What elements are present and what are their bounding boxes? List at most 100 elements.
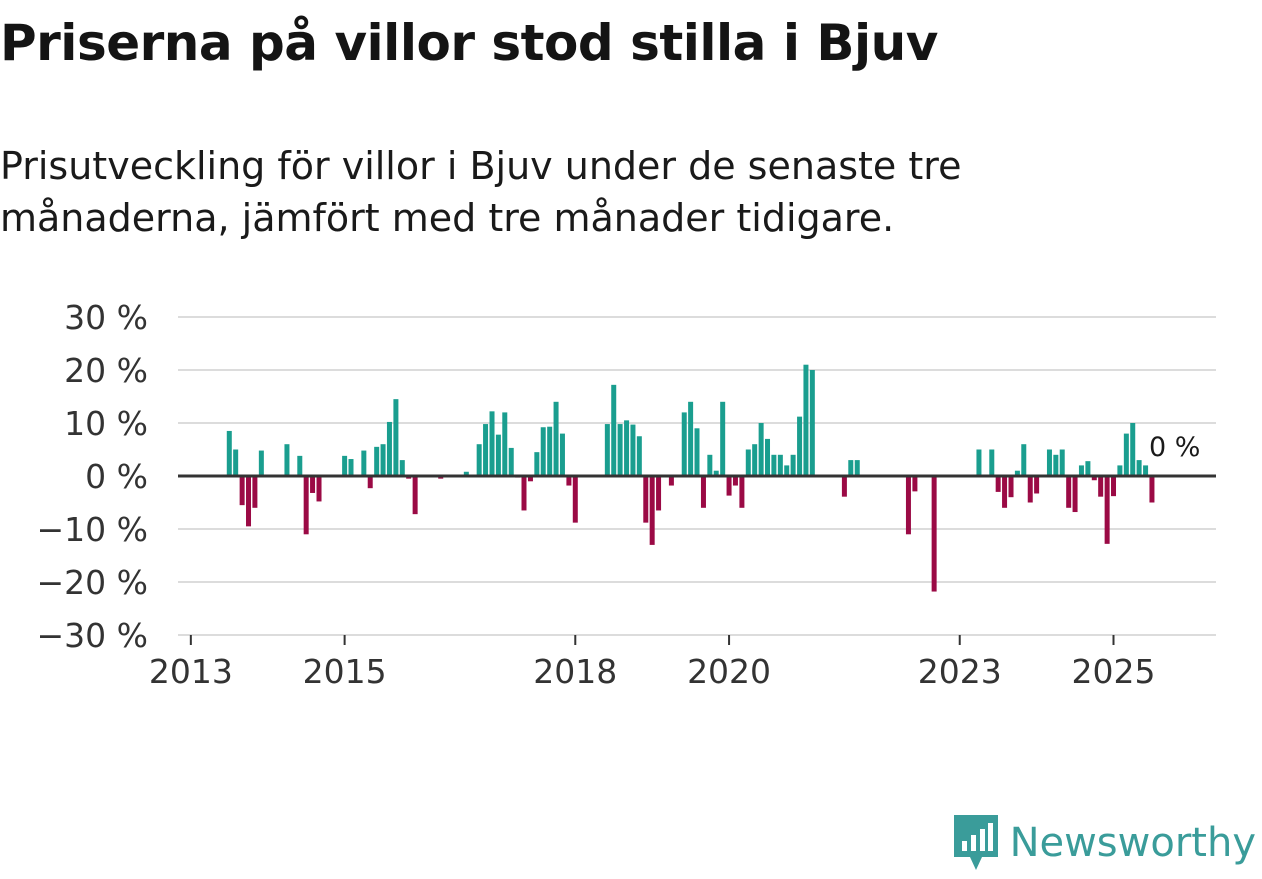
bar bbox=[745, 449, 751, 476]
bar bbox=[611, 384, 617, 476]
bar bbox=[303, 476, 309, 535]
y-tick-label: −30 % bbox=[37, 616, 149, 655]
bar bbox=[758, 423, 764, 476]
x-tick-label: 2018 bbox=[533, 652, 617, 691]
bar bbox=[508, 447, 514, 476]
bar bbox=[1117, 465, 1123, 476]
bar bbox=[284, 444, 290, 476]
bar bbox=[1034, 476, 1040, 494]
bar bbox=[1046, 449, 1052, 476]
x-tick-label: 2015 bbox=[303, 652, 387, 691]
newsworthy-brand[interactable]: Newsworthy bbox=[952, 813, 1256, 873]
bar bbox=[1123, 433, 1129, 476]
bar bbox=[246, 476, 252, 527]
bar bbox=[700, 476, 706, 508]
bar bbox=[656, 476, 662, 511]
bar bbox=[374, 446, 380, 476]
bar bbox=[777, 454, 783, 476]
bar bbox=[739, 476, 745, 508]
bar bbox=[386, 421, 392, 476]
bar bbox=[694, 428, 700, 476]
bar bbox=[399, 460, 405, 476]
bar bbox=[931, 476, 937, 592]
bar bbox=[1136, 460, 1142, 476]
bar bbox=[707, 454, 713, 476]
bar bbox=[771, 454, 777, 476]
bar bbox=[1072, 476, 1078, 513]
bar bbox=[1149, 476, 1155, 503]
bar bbox=[547, 426, 553, 476]
bar bbox=[841, 476, 847, 497]
bar bbox=[559, 433, 565, 476]
axis-layer bbox=[178, 474, 1216, 645]
annotation-halo: 0 % bbox=[1149, 432, 1200, 463]
bar bbox=[726, 476, 732, 496]
bar bbox=[361, 450, 367, 476]
bar bbox=[463, 471, 469, 476]
bar bbox=[495, 434, 501, 476]
y-tick-label: 10 % bbox=[64, 404, 148, 443]
y-tick-label: −20 % bbox=[37, 563, 149, 602]
bar bbox=[553, 401, 559, 476]
bar bbox=[995, 476, 1001, 492]
x-tick-label: 2013 bbox=[149, 652, 233, 691]
y-tick-label: 30 % bbox=[64, 298, 148, 337]
bar bbox=[1002, 476, 1008, 508]
bar bbox=[1053, 454, 1059, 476]
bar bbox=[765, 438, 771, 476]
bar bbox=[688, 401, 694, 476]
bar bbox=[348, 459, 354, 476]
bar bbox=[239, 476, 245, 506]
x-tick-label: 2023 bbox=[918, 652, 1002, 691]
bar bbox=[1014, 470, 1020, 476]
bar bbox=[252, 476, 258, 508]
y-tick-label: −10 % bbox=[37, 510, 149, 549]
bar bbox=[572, 476, 578, 523]
bar bbox=[1091, 476, 1097, 481]
bar bbox=[297, 455, 303, 476]
bar bbox=[1130, 423, 1136, 476]
bar bbox=[681, 412, 687, 476]
bar bbox=[1085, 461, 1091, 476]
bar bbox=[732, 476, 738, 486]
newsworthy-logo-icon bbox=[953, 815, 998, 870]
bar bbox=[412, 476, 418, 515]
bar bbox=[489, 411, 495, 476]
bar bbox=[380, 444, 386, 476]
bar bbox=[258, 450, 264, 476]
bar bbox=[316, 476, 322, 502]
bar bbox=[1111, 476, 1117, 497]
bar bbox=[1027, 476, 1033, 503]
bar bbox=[604, 424, 610, 476]
grid-layer bbox=[178, 316, 1216, 636]
bar bbox=[713, 470, 719, 476]
bar bbox=[233, 449, 239, 476]
bar bbox=[803, 364, 809, 476]
bar bbox=[1078, 465, 1084, 476]
bar bbox=[668, 476, 674, 486]
bar bbox=[1098, 476, 1104, 497]
bar bbox=[566, 476, 572, 486]
bar bbox=[649, 476, 655, 545]
bar bbox=[342, 455, 348, 476]
bar bbox=[797, 416, 803, 476]
bar bbox=[643, 476, 649, 523]
bar bbox=[790, 454, 796, 476]
bar bbox=[540, 427, 546, 476]
bar bbox=[393, 399, 399, 476]
bar bbox=[630, 424, 636, 476]
bar bbox=[483, 424, 489, 476]
bar bbox=[636, 436, 642, 476]
bar bbox=[989, 449, 995, 476]
bar bbox=[720, 401, 726, 476]
bar bbox=[809, 370, 815, 476]
bar bbox=[310, 476, 316, 493]
bar bbox=[848, 460, 854, 476]
annotation-label: 0 % bbox=[1149, 432, 1200, 463]
bar bbox=[1059, 449, 1065, 476]
bar bbox=[226, 430, 232, 476]
bar bbox=[1143, 465, 1149, 476]
bar bbox=[784, 465, 790, 476]
bar bbox=[534, 452, 540, 476]
x-tick-label: 2020 bbox=[687, 652, 771, 691]
